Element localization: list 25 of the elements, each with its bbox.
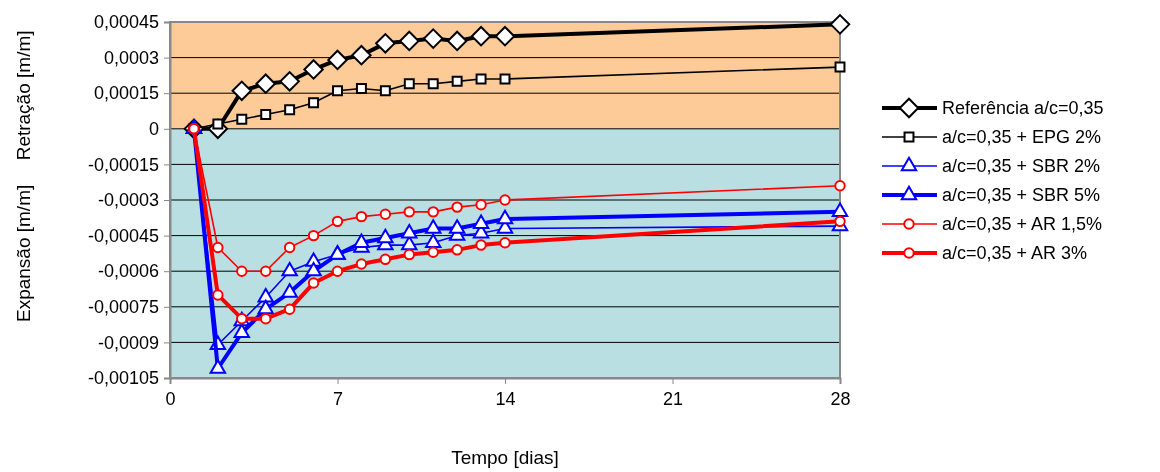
y-tick-label: -0,0006 — [97, 261, 159, 282]
x-tick-label: 28 — [830, 388, 851, 409]
legend-label: a/c=0,35 + SBR 5% — [942, 185, 1101, 205]
y-tick-label: 0 — [148, 119, 159, 140]
legend-label: Referência a/c=0,35 — [942, 98, 1104, 118]
y-tick-label: -0,0009 — [97, 332, 159, 353]
y-tick-label: -0,0003 — [97, 190, 159, 211]
legend-label: a/c=0,35 + EPG 2% — [942, 127, 1102, 147]
x-tick-label: 0 — [165, 388, 176, 409]
text: Expansão [m/m] — [13, 184, 34, 323]
x-tick-label: 7 — [332, 388, 344, 409]
y-tick-label: 0,00045 — [93, 12, 159, 33]
y-tick-label: -0,00015 — [87, 154, 159, 175]
y-axis-title: Retração [m/m] — [13, 30, 34, 161]
x-tick-label: 14 — [495, 388, 516, 409]
legend-label: a/c=0,35 + AR 3% — [942, 243, 1088, 263]
y-tick-label: -0,00075 — [87, 297, 159, 318]
legend-label: a/c=0,35 + SBR 2% — [942, 156, 1101, 176]
x-tick-label: 21 — [662, 388, 684, 409]
legend-label: a/c=0,35 + AR 1,5% — [942, 214, 1103, 234]
x-axis-title: Tempo [dias] — [451, 447, 559, 468]
y-tick-label: 0,0003 — [103, 47, 159, 68]
y-tick-label: -0,00105 — [87, 368, 159, 389]
y-tick-label: -0,00045 — [87, 225, 159, 246]
y-tick-label: 0,00015 — [93, 83, 159, 104]
